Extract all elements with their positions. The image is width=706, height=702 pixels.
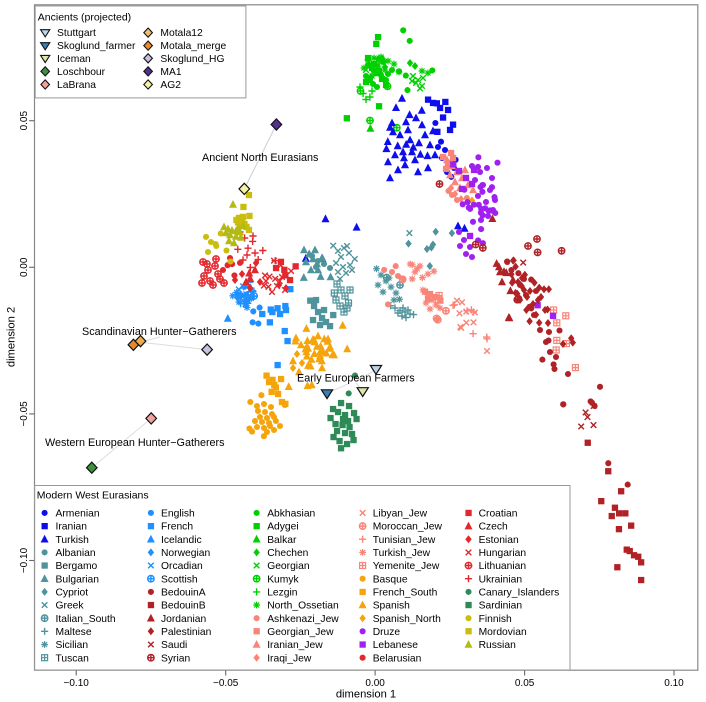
- svg-text:Druze: Druze: [373, 627, 401, 638]
- svg-text:Norwegian: Norwegian: [161, 548, 210, 559]
- svg-text:Syrian: Syrian: [161, 653, 190, 664]
- svg-text:Western European Hunter−Gather: Western European Hunter−Gatherers: [45, 437, 225, 449]
- svg-text:Georgian_Jew: Georgian_Jew: [267, 627, 334, 638]
- svg-text:BedouinA: BedouinA: [161, 588, 206, 599]
- svg-text:Croatian: Croatian: [479, 509, 518, 520]
- svg-text:BedouinB: BedouinB: [161, 601, 206, 612]
- svg-text:Sicilian: Sicilian: [56, 640, 89, 651]
- svg-text:Belarusian: Belarusian: [373, 653, 422, 664]
- svg-text:Lebanese: Lebanese: [373, 640, 419, 651]
- svg-text:Stuttgart: Stuttgart: [57, 28, 96, 39]
- svg-text:Maltese: Maltese: [56, 627, 92, 638]
- svg-text:LaBrana: LaBrana: [57, 80, 96, 91]
- svg-text:Motala_merge: Motala_merge: [160, 41, 226, 52]
- svg-text:Tunisian_Jew: Tunisian_Jew: [373, 535, 436, 546]
- svg-text:dimension 1: dimension 1: [336, 689, 396, 701]
- svg-text:Basque: Basque: [373, 574, 408, 585]
- svg-text:Tuscan: Tuscan: [56, 653, 90, 664]
- svg-text:Italian_South: Italian_South: [56, 614, 116, 625]
- svg-text:English: English: [161, 509, 195, 520]
- svg-text:Moroccan_Jew: Moroccan_Jew: [373, 522, 443, 533]
- svg-text:Mordovian: Mordovian: [479, 627, 527, 638]
- svg-text:Balkar: Balkar: [267, 535, 297, 546]
- svg-text:Ashkenazi_Jew: Ashkenazi_Jew: [267, 614, 339, 625]
- svg-text:Palestinian: Palestinian: [161, 627, 212, 638]
- svg-text:Loschbour: Loschbour: [57, 67, 106, 78]
- svg-text:Icelandic: Icelandic: [161, 535, 202, 546]
- svg-text:French_South: French_South: [373, 588, 438, 599]
- svg-text:Iranian: Iranian: [56, 522, 88, 533]
- svg-text:Skoglund_farmer: Skoglund_farmer: [57, 41, 136, 52]
- svg-text:Finnish: Finnish: [479, 614, 512, 625]
- svg-text:Albanian: Albanian: [56, 548, 96, 559]
- svg-text:Armenian: Armenian: [56, 509, 100, 520]
- svg-text:Sardinian: Sardinian: [479, 601, 523, 612]
- svg-text:0.05: 0.05: [515, 678, 535, 689]
- svg-text:Yemenite_Jew: Yemenite_Jew: [373, 561, 440, 572]
- svg-text:MA1: MA1: [160, 67, 181, 78]
- svg-text:Scottish: Scottish: [161, 574, 198, 585]
- svg-text:Motala12: Motala12: [160, 28, 203, 39]
- svg-text:Estonian: Estonian: [479, 535, 519, 546]
- svg-text:Lithuanian: Lithuanian: [479, 561, 527, 572]
- svg-text:Kumyk: Kumyk: [267, 574, 299, 585]
- svg-text:Libyan_Jew: Libyan_Jew: [373, 509, 428, 520]
- svg-text:Turkish_Jew: Turkish_Jew: [373, 548, 431, 559]
- svg-text:Abkhasian: Abkhasian: [267, 509, 315, 520]
- svg-text:Orcadian: Orcadian: [161, 561, 203, 572]
- svg-text:Bulgarian: Bulgarian: [56, 574, 100, 585]
- svg-text:Ancients (projected): Ancients (projected): [38, 12, 131, 24]
- svg-text:Cypriot: Cypriot: [56, 588, 89, 599]
- svg-text:Iceman: Iceman: [57, 54, 91, 65]
- svg-text:Georgian: Georgian: [267, 561, 310, 572]
- svg-text:Saudi: Saudi: [161, 640, 187, 651]
- svg-text:AG2: AG2: [160, 80, 181, 91]
- svg-text:Spanish: Spanish: [373, 601, 410, 612]
- svg-text:dimension 2: dimension 2: [6, 307, 18, 367]
- svg-text:0.00: 0.00: [365, 678, 385, 689]
- svg-text:Greek: Greek: [56, 601, 85, 612]
- svg-text:Adygei: Adygei: [267, 522, 298, 533]
- svg-text:−0.10: −0.10: [64, 678, 90, 689]
- svg-text:Ukrainian: Ukrainian: [479, 574, 523, 585]
- svg-text:−0.05: −0.05: [213, 678, 239, 689]
- svg-text:Czech: Czech: [479, 522, 508, 533]
- svg-text:−0.10: −0.10: [19, 547, 30, 573]
- svg-text:−0.05: −0.05: [19, 401, 30, 427]
- svg-text:Russian: Russian: [479, 640, 516, 651]
- svg-text:Iraqi_Jew: Iraqi_Jew: [267, 653, 312, 664]
- svg-text:Modern West Eurasians: Modern West Eurasians: [37, 490, 149, 502]
- svg-text:Bergamo: Bergamo: [56, 561, 98, 572]
- svg-text:North_Ossetian: North_Ossetian: [267, 601, 339, 612]
- svg-text:0.00: 0.00: [19, 257, 30, 277]
- svg-text:Hungarian: Hungarian: [479, 548, 527, 559]
- svg-text:0.10: 0.10: [664, 678, 684, 689]
- svg-text:0.05: 0.05: [19, 111, 30, 131]
- svg-text:Jordanian: Jordanian: [161, 614, 206, 625]
- svg-text:Early European Farmers: Early European Farmers: [297, 373, 415, 385]
- svg-text:Chechen: Chechen: [267, 548, 308, 559]
- svg-text:Iranian_Jew: Iranian_Jew: [267, 640, 323, 651]
- svg-text:Turkish: Turkish: [56, 535, 90, 546]
- svg-text:Canary_Islanders: Canary_Islanders: [479, 588, 560, 599]
- svg-text:Skoglund_HG: Skoglund_HG: [160, 54, 224, 65]
- svg-text:Spanish_North: Spanish_North: [373, 614, 441, 625]
- svg-text:Lezgin: Lezgin: [267, 588, 298, 599]
- svg-text:Scandinavian Hunter−Gatherers: Scandinavian Hunter−Gatherers: [82, 326, 237, 338]
- svg-text:Ancient North Eurasians: Ancient North Eurasians: [202, 152, 319, 164]
- svg-text:French: French: [161, 522, 193, 533]
